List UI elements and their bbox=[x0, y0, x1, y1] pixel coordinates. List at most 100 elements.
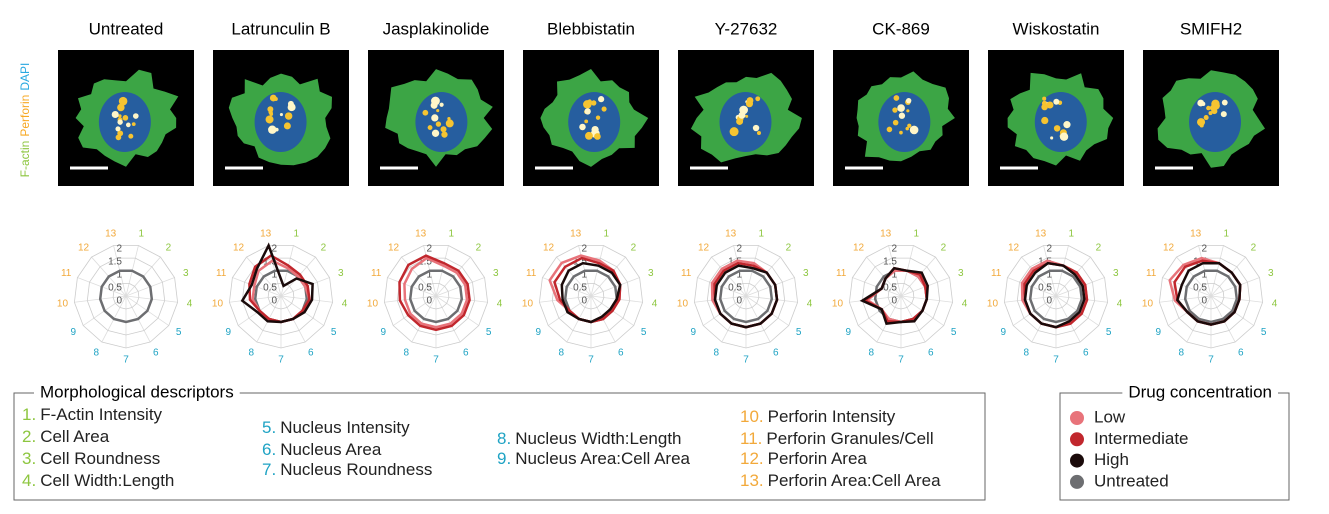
granule bbox=[268, 125, 277, 134]
axis-label: 3 bbox=[183, 268, 189, 279]
series-line bbox=[718, 269, 774, 324]
granule bbox=[1063, 121, 1071, 129]
title-mask bbox=[1122, 386, 1278, 400]
axis-label: 10 bbox=[212, 298, 224, 309]
axis-label: 7 bbox=[123, 355, 129, 366]
stain-label: F-actin Perforin DAPI bbox=[18, 63, 32, 178]
granule bbox=[422, 109, 429, 116]
title-mask bbox=[34, 386, 240, 400]
axis-label: 13 bbox=[105, 229, 117, 240]
descriptor-text: Perforin Granules/Cell bbox=[766, 429, 933, 448]
axis-label: 10 bbox=[367, 298, 379, 309]
granule bbox=[595, 115, 601, 120]
descriptor: 3. Cell Roundness bbox=[22, 449, 160, 468]
r-tick-label: 1 bbox=[271, 270, 277, 281]
granule bbox=[430, 101, 438, 109]
r-tick-label: 0.5 bbox=[263, 283, 277, 294]
grid-ring bbox=[861, 257, 941, 336]
granule bbox=[905, 97, 912, 104]
descriptor-text: Perforin Intensity bbox=[768, 407, 896, 426]
panel-title: CK-869 bbox=[872, 19, 930, 38]
series-line bbox=[408, 269, 464, 324]
axis-label: 13 bbox=[1035, 229, 1047, 240]
axis-label: 10 bbox=[677, 298, 689, 309]
granule bbox=[279, 113, 283, 117]
grid-ring bbox=[1016, 257, 1096, 336]
descriptor-number: 9. bbox=[497, 449, 511, 468]
axis-label: 4 bbox=[1272, 298, 1278, 309]
granule bbox=[447, 116, 451, 121]
granule bbox=[729, 127, 739, 137]
axis-label: 12 bbox=[1008, 243, 1020, 254]
granule bbox=[125, 122, 131, 128]
axis-label: 5 bbox=[641, 327, 647, 338]
granule bbox=[1042, 96, 1047, 101]
descriptor-title: Morphological descriptors bbox=[40, 382, 234, 401]
nucleus bbox=[878, 92, 931, 152]
granule bbox=[591, 100, 597, 106]
granule bbox=[736, 117, 744, 125]
descriptor: 6. Nucleus Area bbox=[262, 440, 382, 459]
series-line bbox=[1023, 261, 1086, 329]
descriptor-text: Cell Width:Length bbox=[40, 471, 174, 490]
granule bbox=[579, 123, 586, 131]
r-tick-label: 1 bbox=[1201, 270, 1207, 281]
series-line bbox=[1183, 269, 1239, 324]
axis-label: 13 bbox=[415, 229, 427, 240]
axis-label: 3 bbox=[493, 268, 499, 279]
r-tick-label: 0 bbox=[271, 296, 277, 307]
granule bbox=[594, 133, 601, 140]
r-tick-label: 2 bbox=[1201, 244, 1207, 255]
grid-ring bbox=[422, 282, 450, 310]
axis-label: 6 bbox=[1083, 347, 1089, 358]
series-line bbox=[403, 256, 469, 329]
descriptor-number: 11. bbox=[740, 429, 762, 448]
descriptor: 8. Nucleus Width:Length bbox=[497, 429, 682, 448]
r-tick-label: 1 bbox=[1046, 270, 1052, 281]
descriptor-number: 4. bbox=[22, 471, 36, 490]
granule bbox=[598, 96, 605, 103]
descriptor-number: 2. bbox=[22, 427, 36, 446]
axis-label: 6 bbox=[773, 347, 779, 358]
r-tick-label: 2 bbox=[426, 244, 432, 255]
grid-ring bbox=[848, 245, 954, 349]
r-tick-label: 2 bbox=[116, 244, 122, 255]
descriptor-text: Cell Roundness bbox=[40, 449, 160, 468]
axis-label: 13 bbox=[570, 229, 582, 240]
granule bbox=[440, 126, 447, 133]
descriptor: 10. Perforin Intensity bbox=[740, 407, 896, 426]
granule bbox=[128, 133, 134, 139]
axis-label: 13 bbox=[725, 229, 737, 240]
axis-label: 8 bbox=[403, 347, 409, 358]
axis-label: 1 bbox=[139, 229, 145, 240]
descriptor-number: 8. bbox=[497, 429, 511, 448]
r-tick-label: 1 bbox=[426, 270, 432, 281]
descriptor: 7. Nucleus Roundness bbox=[262, 460, 432, 479]
grid-ring bbox=[577, 282, 605, 310]
granule bbox=[287, 100, 294, 107]
axis-label: 2 bbox=[941, 243, 947, 254]
granule bbox=[435, 121, 442, 127]
panel-title: Latrunculin B bbox=[231, 19, 330, 38]
axis-label: 2 bbox=[166, 243, 172, 254]
axis-label: 1 bbox=[1224, 229, 1230, 240]
granule bbox=[117, 119, 123, 125]
granule bbox=[909, 125, 919, 135]
descriptor: 2. Cell Area bbox=[22, 427, 110, 446]
granule bbox=[117, 130, 124, 137]
axis-label: 5 bbox=[951, 327, 957, 338]
r-tick-label: 0.5 bbox=[573, 283, 587, 294]
granule bbox=[439, 102, 444, 107]
series-line bbox=[560, 261, 622, 324]
axis-label: 5 bbox=[796, 327, 802, 338]
series-line bbox=[398, 254, 471, 332]
granule bbox=[907, 123, 912, 128]
axis-label: 13 bbox=[880, 229, 892, 240]
r-tick-label: 2 bbox=[736, 244, 742, 255]
granule bbox=[893, 95, 900, 101]
granule bbox=[436, 109, 440, 113]
descriptor-text: Cell Area bbox=[40, 427, 110, 446]
axis-label: 13 bbox=[260, 229, 272, 240]
axis-label: 4 bbox=[652, 298, 658, 309]
